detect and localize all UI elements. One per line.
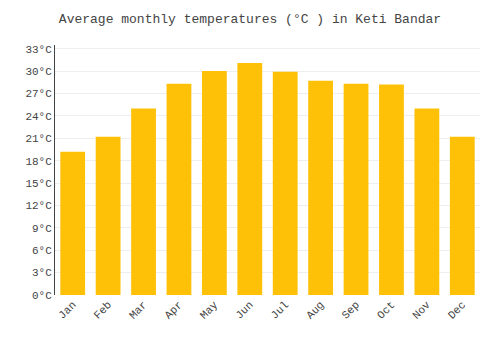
svg-text:18°C: 18°C <box>25 156 52 168</box>
svg-text:3°C: 3°C <box>32 267 52 279</box>
svg-text:Jul: Jul <box>269 299 291 321</box>
svg-text:Jan: Jan <box>56 299 78 321</box>
svg-text:Feb: Feb <box>92 299 114 321</box>
svg-text:6°C: 6°C <box>32 245 52 257</box>
svg-text:12°C: 12°C <box>25 200 52 212</box>
svg-text:9°C: 9°C <box>32 223 52 235</box>
svg-text:15°C: 15°C <box>25 178 52 190</box>
svg-text:30°C: 30°C <box>25 66 52 78</box>
svg-text:Dec: Dec <box>446 299 468 321</box>
svg-text:Apr: Apr <box>162 299 184 321</box>
svg-text:Oct: Oct <box>375 299 397 321</box>
svg-text:Jun: Jun <box>233 299 255 321</box>
svg-text:Nov: Nov <box>410 299 433 322</box>
svg-text:0°C: 0°C <box>32 290 52 302</box>
svg-text:24°C: 24°C <box>25 111 52 123</box>
svg-text:33°C: 33°C <box>25 44 52 56</box>
svg-text:Average monthly temperatures (: Average monthly temperatures (°C ) in Ke… <box>59 12 441 27</box>
svg-text:Mar: Mar <box>127 299 149 321</box>
svg-text:May: May <box>198 299 221 322</box>
svg-text:Aug: Aug <box>304 299 326 321</box>
svg-text:21°C: 21°C <box>25 133 52 145</box>
svg-text:Sep: Sep <box>340 299 362 321</box>
svg-text:27°C: 27°C <box>25 88 52 100</box>
